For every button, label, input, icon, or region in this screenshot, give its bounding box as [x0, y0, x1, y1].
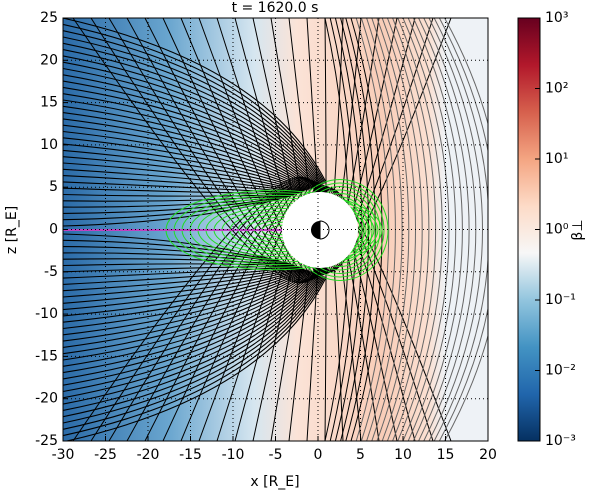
- x-tick-label: 5: [356, 447, 365, 463]
- field-line: [63, 74, 317, 187]
- x-tick-label: -15: [179, 447, 202, 463]
- field-line: [63, 55, 321, 186]
- field-line: [63, 93, 314, 189]
- field-line: [418, 18, 470, 441]
- field-line: [63, 267, 302, 298]
- field-line: [444, 18, 488, 441]
- field-line: [63, 270, 311, 348]
- x-tick-label: -10: [222, 447, 245, 463]
- field-line: [64, 276, 327, 441]
- y-tick-label: 20: [40, 52, 58, 68]
- x-tick-label: 20: [479, 447, 497, 463]
- field-line: [63, 149, 304, 192]
- field-line: [63, 105, 312, 189]
- field-line: [63, 246, 293, 266]
- field-line: [63, 193, 296, 197]
- field-line: [63, 275, 323, 418]
- colorbar-tick-label: 10⁻¹: [545, 292, 576, 308]
- field-line: [63, 269, 307, 330]
- y-tick-label: -5: [44, 264, 58, 280]
- x-axis-label: x [R_E]: [250, 474, 299, 490]
- colorbar-tick-label: 10¹: [545, 151, 568, 167]
- x-tick-label: 15: [437, 447, 455, 463]
- field-line: [63, 99, 313, 189]
- y-tick-label: 15: [40, 95, 58, 111]
- chart-title: t = 1620.0 s: [232, 0, 319, 16]
- field-line: [397, 18, 443, 441]
- field-line: [340, 18, 370, 441]
- field-line: [355, 18, 390, 441]
- field-line: [63, 268, 304, 311]
- field-line: [63, 18, 327, 184]
- field-line: [63, 30, 325, 184]
- y-tick-label: -15: [35, 348, 58, 364]
- field-line: [63, 273, 317, 386]
- field-line: [63, 193, 295, 202]
- field-line: [386, 18, 430, 441]
- field-line: [63, 272, 315, 374]
- plot-frame: [62, 17, 489, 442]
- y-tick-label: 25: [40, 10, 58, 26]
- field-line: [433, 18, 488, 441]
- field-line: [63, 23, 326, 184]
- x-tick-label: -20: [137, 447, 160, 463]
- field-line: [63, 61, 320, 186]
- field-line: [63, 276, 326, 437]
- colorbar-tick-label: 10²: [545, 81, 568, 97]
- y-tick-label: -20: [35, 391, 58, 407]
- field-line: [63, 272, 316, 380]
- field-line: [63, 124, 308, 191]
- field-line: [63, 273, 318, 393]
- y-tick-label: -10: [35, 306, 58, 322]
- field-line: [428, 18, 483, 441]
- x-tick-label: 10: [394, 447, 412, 463]
- field-line: [63, 267, 303, 304]
- colorbar-tick-label: 10³: [545, 10, 568, 26]
- field-line: [63, 42, 323, 185]
- field-line: [63, 271, 314, 367]
- field-line: [63, 36, 324, 185]
- field-line: [63, 276, 325, 430]
- field-line: [63, 274, 321, 405]
- field-line: [438, 18, 488, 441]
- y-tick-label: 10: [40, 137, 58, 153]
- x-tick-label: -30: [52, 447, 75, 463]
- field-line: [63, 67, 318, 187]
- y-tick-label: 0: [49, 222, 58, 238]
- field-line: [366, 18, 403, 441]
- field-line: [63, 258, 295, 267]
- field-line: [402, 18, 450, 441]
- earth-day: [319, 220, 330, 240]
- field-line: [371, 18, 410, 441]
- field-line: [63, 168, 300, 193]
- field-line: [63, 233, 291, 265]
- field-line: [63, 80, 316, 188]
- field-line: [63, 86, 315, 188]
- x-tick-label: -25: [94, 447, 117, 463]
- y-tick-label: 5: [49, 179, 58, 195]
- x-tick-label: 0: [314, 447, 323, 463]
- plot-area: [63, 18, 488, 441]
- field-line: [63, 195, 291, 227]
- field-line: [412, 18, 463, 441]
- colorbar-tick-label: 10⁰: [545, 222, 569, 238]
- x-tick-label: -5: [269, 447, 283, 463]
- field-line: [63, 274, 322, 411]
- colorbar-tick-label: 10⁻²: [545, 363, 576, 379]
- y-tick-label: -25: [35, 433, 58, 449]
- field-line: [63, 194, 293, 214]
- field-line: [63, 271, 313, 361]
- field-line: [63, 130, 307, 191]
- colorbar-label: β⊥: [570, 219, 586, 240]
- y-axis-label: z [R_E]: [4, 206, 20, 254]
- field-line: [63, 156, 303, 193]
- field-line: [381, 18, 423, 441]
- field-line: [63, 269, 308, 336]
- colorbar-tick-label: 10⁻³: [545, 433, 576, 449]
